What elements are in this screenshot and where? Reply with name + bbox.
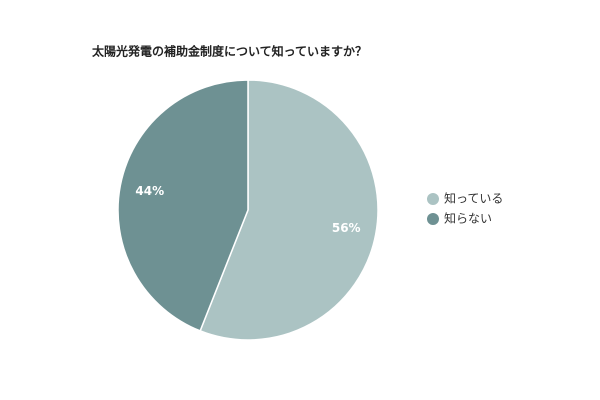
legend-swatch xyxy=(427,193,439,205)
legend-label: 知らない xyxy=(444,212,492,226)
legend-swatch xyxy=(427,213,439,225)
legend-label: 知っている xyxy=(444,192,503,206)
data-label: 56% xyxy=(332,221,361,235)
data-label: 44% xyxy=(135,184,164,198)
pie-slice xyxy=(117,79,249,332)
chart-title: 太陽光発電の補助金制度について知っていますか？ xyxy=(92,44,367,59)
pie-slice xyxy=(199,79,379,341)
